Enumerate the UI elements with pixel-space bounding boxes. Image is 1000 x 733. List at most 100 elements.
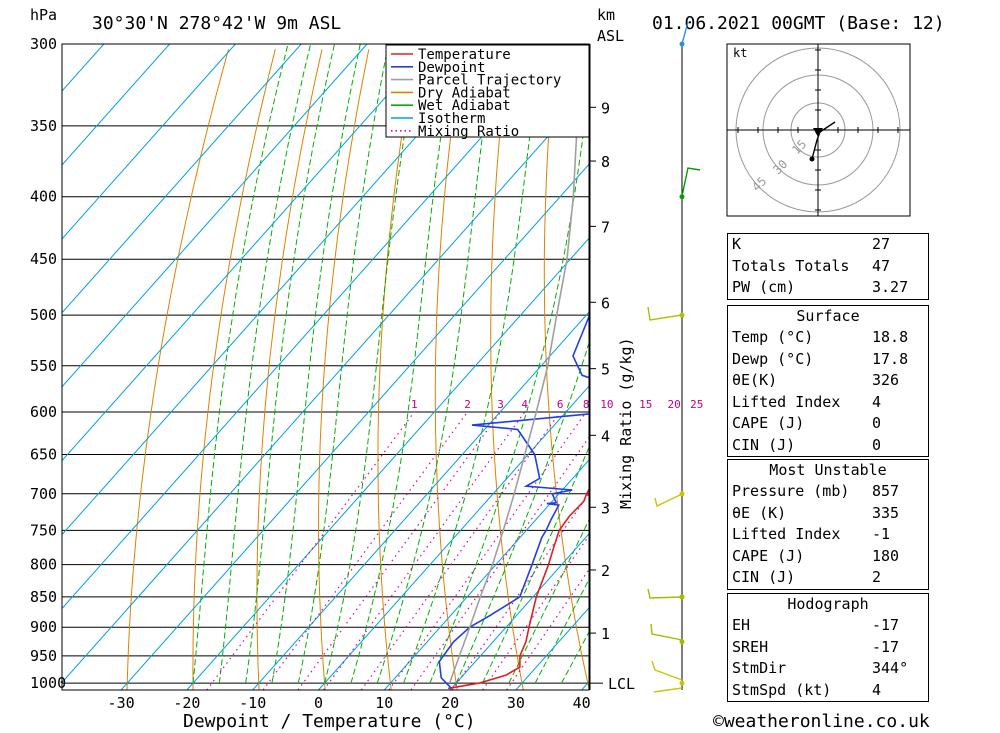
temperature-tick-labels: -30 -20 -10 0 10 20 30 40 — [108, 694, 591, 712]
row-value: 4 — [872, 680, 882, 699]
dry-adiabat-line — [543, 49, 589, 690]
wind-barb — [681, 21, 689, 45]
legend-label: Isotherm — [418, 111, 485, 127]
copyright-footer: ©weatheronline.co.uk — [713, 711, 930, 732]
dry-adiabat-line — [490, 49, 524, 690]
dry-adiabat-line — [377, 49, 417, 690]
hodograph-table: Hodograph EH -17 SREH -17 StmDir 344° StmSpd (… — [727, 593, 929, 702]
row-label: EH — [732, 616, 751, 634]
row-label: Pressure (mb) — [732, 482, 850, 500]
mixing-ratio-line — [297, 411, 501, 690]
surface-title: Surface — [796, 307, 860, 325]
legend-label: Dry Adiabat — [418, 85, 511, 101]
table-row: SREH -17 — [728, 637, 928, 659]
row-value: 2 — [872, 568, 882, 586]
isotherm-line — [449, 533, 589, 690]
wind-barb-dot — [679, 594, 685, 600]
mixing-ratio-line — [206, 411, 415, 690]
dry-adiabat-lines — [126, 49, 1000, 690]
pressure-tick-label: 550 — [30, 357, 57, 375]
mixing-ratio-line — [262, 411, 469, 690]
mixing-ratio-label: 15 — [639, 398, 652, 411]
row-value: 27 — [872, 235, 891, 253]
asl-label: ASL — [597, 27, 624, 45]
wind-barb — [647, 588, 683, 599]
table-row: Temp (°C) 18.8 — [728, 327, 928, 349]
row-label: SREH — [732, 637, 769, 656]
isotherm-line — [383, 459, 589, 690]
km-tick-label: 8 — [601, 153, 610, 171]
row-label: CAPE (J) — [732, 414, 805, 432]
wet-adiabat-line — [482, 446, 589, 684]
km-tick-label: 6 — [601, 294, 610, 312]
table-row: StmSpd (kt) 4 — [728, 680, 928, 702]
isotherm-line — [186, 237, 589, 690]
isotherm-line — [62, 44, 500, 536]
isotherm-lines — [62, 44, 589, 690]
mixing-ratio-line — [410, 436, 589, 690]
lcl-label: LCL — [608, 675, 635, 693]
dry-adiabat-line — [977, 49, 1000, 690]
legend-label: Wet Adiabat — [418, 98, 511, 114]
row-label: K — [732, 235, 742, 253]
pressure-tick-label: 450 — [30, 250, 57, 268]
location-title: 30°30'N 278°42'W 9m ASL — [92, 13, 341, 34]
legend-label: Dewpoint — [418, 60, 485, 76]
wind-barb — [681, 167, 701, 197]
table-row: CIN (J) 0 — [728, 435, 928, 457]
row-value: 17.8 — [872, 349, 909, 368]
pressure-tick-label: 1000 — [30, 674, 66, 692]
wet-adiabat-line — [192, 44, 289, 684]
km-label: km — [597, 6, 615, 24]
dry-adiabat-line — [192, 49, 276, 690]
wet-adiabat-line — [403, 44, 542, 684]
wet-adiabat-line — [218, 44, 312, 684]
wind-barb-dot — [679, 680, 685, 686]
wet-adiabat-line — [508, 518, 589, 684]
temperature-tick-label: -20 — [173, 694, 200, 712]
row-label: CIN (J) — [732, 435, 796, 454]
row-value: 335 — [872, 503, 900, 522]
dry-adiabat-line — [318, 49, 370, 690]
row-label: Lifted Index — [732, 392, 841, 411]
mixing-ratio-label: 2 — [464, 398, 471, 411]
table-row: CIN (J) 2 — [728, 567, 928, 589]
wind-barb — [650, 623, 683, 641]
wet-adiabat-line — [534, 578, 589, 684]
mixing-ratio-line — [323, 411, 526, 690]
mixing-ratio-labels: 1 2 3 4 6 8 10 15 20 25 — [411, 398, 703, 411]
x-axis-title: Dewpoint / Temperature (°C) — [183, 711, 476, 732]
pressure-tick-label: 400 — [30, 188, 57, 206]
plot-frame — [61, 43, 590, 691]
pressure-tick-label: 950 — [30, 647, 57, 665]
temperature-line — [448, 487, 589, 690]
mixing-ratio-axis-title: Mixing Ratio (g/kg) — [617, 337, 635, 509]
temperature-tick-label: 40 — [573, 694, 591, 712]
row-value: 0 — [872, 414, 882, 432]
isotherm-line — [62, 44, 368, 388]
pressure-tick-label: 700 — [30, 485, 57, 503]
isotherm-line — [62, 44, 302, 314]
wind-barb — [651, 660, 683, 693]
mixing-ratio-label: 4 — [521, 398, 528, 411]
row-value: 0 — [872, 435, 882, 454]
row-label: CAPE (J) — [732, 546, 805, 565]
table-row: K 27 — [728, 234, 928, 256]
temperature-tick-label: 0 — [314, 694, 323, 712]
mixing-ratio-label: 10 — [600, 398, 613, 411]
wet-adiabat-line — [271, 44, 361, 684]
wind-barb — [647, 306, 683, 321]
isotherm-line — [252, 311, 589, 690]
pressure-tick-label: 300 — [30, 35, 57, 53]
dry-adiabat-line — [126, 49, 229, 690]
row-label: θE(K) — [732, 371, 778, 389]
row-value: 344° — [872, 659, 909, 677]
pressure-tick-label: 750 — [30, 521, 57, 539]
row-value: 4 — [872, 392, 882, 411]
km-tick-label: 9 — [601, 99, 610, 117]
wet-adiabat-line — [350, 44, 456, 684]
isotherm-line — [120, 163, 589, 690]
storm-motion-marker — [813, 128, 823, 137]
